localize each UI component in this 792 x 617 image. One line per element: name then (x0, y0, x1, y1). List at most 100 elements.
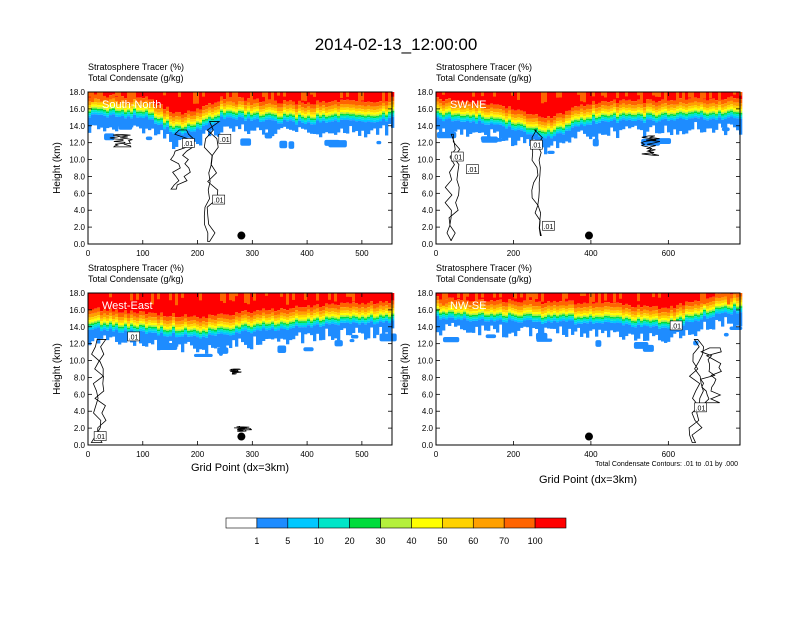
tracer-cell (664, 312, 667, 315)
tracer-cell (238, 329, 241, 331)
tracer-cell (256, 119, 259, 128)
tracer-cell (169, 130, 172, 132)
tracer-cell (355, 313, 358, 315)
tracer-cell (340, 307, 343, 310)
tracer-cell (223, 111, 226, 113)
tracer-cell (478, 116, 481, 118)
tracer-cell (292, 109, 295, 112)
tracer-cell (307, 120, 310, 122)
tracer-cell (388, 303, 391, 307)
colorbar-box (442, 518, 473, 528)
tracer-cell (652, 311, 655, 314)
tracer-cell (136, 314, 139, 318)
tracer-cell (556, 315, 559, 317)
tracer-cell (166, 117, 169, 119)
tracer-cell (628, 104, 631, 107)
contour-label-text: .01 (220, 137, 230, 144)
tracer-cell (373, 322, 376, 324)
tracer-cell (664, 293, 667, 308)
tracer-cell (181, 122, 184, 125)
tracer-cell (103, 92, 106, 96)
tracer-cell (733, 306, 736, 308)
tracer-cell (571, 118, 574, 120)
tracer-cell (556, 310, 559, 313)
tracer-cell (295, 322, 298, 324)
tracer-cell (676, 309, 679, 312)
tracer-cell (223, 322, 226, 325)
tracer-cell (238, 111, 241, 113)
tracer-cell (91, 322, 94, 324)
tracer-cell (451, 111, 454, 113)
tracer-cell (265, 324, 268, 326)
tracer-cell (178, 117, 181, 120)
tracer-cell (712, 92, 715, 99)
tracer-cell (688, 314, 691, 316)
tracer-cell (622, 323, 625, 325)
tracer-cell (217, 330, 220, 332)
tracer-cell (721, 114, 724, 116)
tracer-cell (442, 117, 445, 119)
tracer-patch (279, 141, 287, 149)
tracer-cell (301, 327, 304, 343)
tracer-cell (301, 315, 304, 318)
tracer-cell (211, 323, 214, 326)
tracer-cell (739, 300, 742, 303)
tracer-cell (727, 97, 730, 101)
tracer-cell (544, 323, 547, 328)
tracer-cell (370, 102, 373, 106)
tracer-cell (481, 315, 484, 317)
tracer-cell (307, 122, 310, 132)
tracer-cell (241, 113, 244, 115)
tracer-cell (331, 308, 334, 311)
tracer-cell (298, 317, 301, 319)
tracer-cell (631, 119, 634, 121)
tracer-cell (172, 323, 175, 325)
tracer-cell (196, 327, 199, 329)
tracer-cell (568, 123, 571, 125)
tracer-cell (334, 118, 337, 120)
tracer-cell (316, 108, 319, 111)
tracer-cell (670, 318, 673, 320)
tracer-cell (280, 324, 283, 326)
tracer-cell (667, 121, 670, 133)
tracer-cell (697, 103, 700, 106)
tracer-cell (685, 314, 688, 316)
tracer-cell (157, 328, 160, 330)
tracer-cell (616, 318, 619, 320)
tracer-cell (223, 107, 226, 110)
tracer-cell (739, 302, 742, 304)
tracer-cell (220, 318, 223, 321)
tracer-cell (646, 318, 649, 320)
tracer-streak (232, 92, 235, 102)
tracer-cell (643, 313, 646, 316)
tracer-cell (442, 105, 445, 108)
tracer-cell (493, 125, 496, 133)
tracer-cell (535, 318, 538, 320)
tracer-cell (229, 316, 232, 320)
tracer-cell (508, 117, 511, 119)
tracer-cell (649, 320, 652, 322)
tracer-cell (223, 99, 226, 103)
tracer-cell (445, 117, 448, 119)
tracer-cell (247, 103, 250, 106)
tracer-cell (598, 311, 601, 314)
tracer-cell (487, 314, 490, 316)
tracer-cell (643, 293, 646, 306)
tracer-cell (289, 118, 292, 120)
tracer-cell (379, 314, 382, 316)
tracer-cell (388, 307, 391, 310)
tracer-cell (724, 117, 727, 119)
tracer-cell (316, 314, 319, 316)
tracer-cell (106, 113, 109, 115)
tracer-cell (295, 125, 298, 132)
tracer-cell (655, 103, 658, 107)
tracer-streak (625, 92, 628, 96)
tracer-cell (583, 310, 586, 313)
tracer-cell (202, 331, 205, 333)
tracer-cell (193, 323, 196, 326)
tracer-cell (628, 120, 631, 129)
tracer-cell (589, 322, 592, 331)
tracer-cell (463, 112, 466, 114)
tracer-cell (724, 115, 727, 117)
tracer-cell (292, 92, 295, 101)
